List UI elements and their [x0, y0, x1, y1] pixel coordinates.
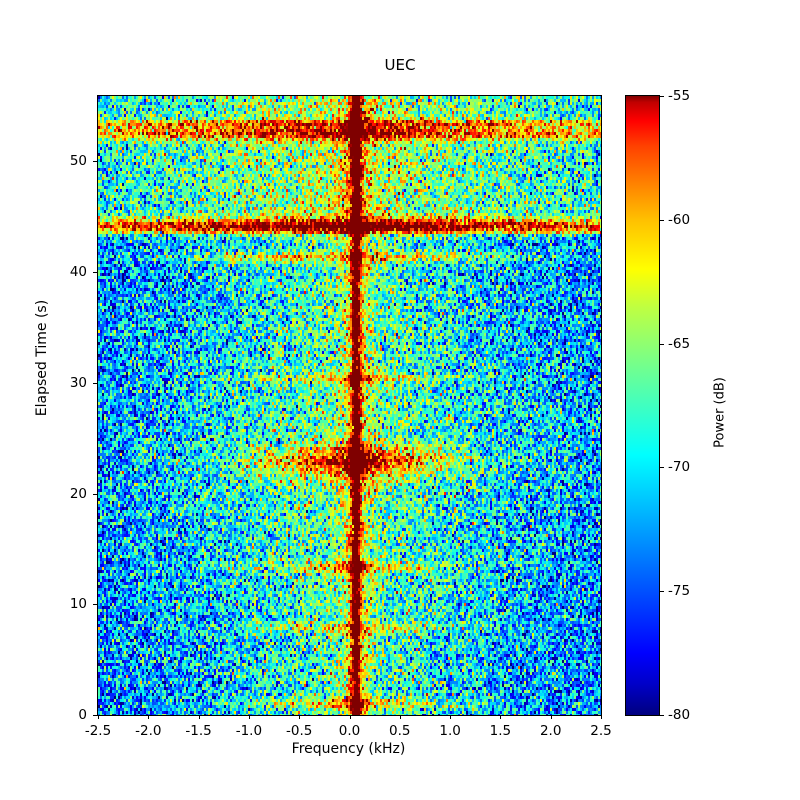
x-tick-label: -1.5 — [185, 723, 212, 739]
x-tick-mark — [550, 715, 552, 719]
x-tick-mark — [198, 715, 200, 719]
colorbar-tick-label: -65 — [668, 335, 691, 352]
title-line-station: UEC — [384, 56, 416, 74]
colorbar-tick-mark — [660, 715, 664, 716]
colorbar-container: -80 -75 -70 -65 -60 -55 — [625, 88, 690, 723]
colorbar-tick-mark — [660, 343, 664, 345]
colorbar-tick-label: -80 — [668, 707, 691, 723]
colorbar-tick-label: -75 — [668, 583, 691, 600]
y-tick-mark — [93, 161, 97, 163]
x-tick-mark — [98, 715, 99, 719]
x-tick-mark — [148, 715, 150, 719]
y-tick-label: 50 — [69, 153, 87, 170]
x-tick-mark — [601, 715, 602, 719]
spectrogram-heatmap — [98, 96, 601, 715]
y-tick-mark — [93, 272, 97, 274]
x-tick-label: 2.0 — [539, 723, 562, 739]
colorbar-tick-mark — [660, 467, 664, 469]
x-tick-label: 0.5 — [389, 723, 411, 739]
x-tick-mark — [349, 715, 351, 719]
x-tick-mark — [399, 715, 401, 719]
x-tick-label: -2.0 — [135, 723, 162, 739]
x-tick-label: -2.5 — [84, 723, 112, 739]
y-tick-label: 10 — [69, 596, 87, 613]
x-tick-label: 1.5 — [489, 723, 512, 739]
x-tick-mark — [248, 715, 250, 719]
y-axis-label: Elapsed Time (s) — [34, 299, 50, 417]
colorbar-label: Power (dB) — [712, 377, 728, 448]
x-tick-label: 1.0 — [439, 723, 461, 739]
colorbar-tick-label: -55 — [668, 88, 691, 104]
spectrogram-plot-area — [97, 95, 602, 716]
y-tick-label: 40 — [69, 264, 87, 281]
y-tick-mark — [93, 604, 97, 606]
x-tick-mark — [450, 715, 452, 719]
colorbar-tick-label: -60 — [668, 211, 691, 228]
x-tick-label: -0.5 — [286, 723, 313, 739]
y-tick-mark — [93, 493, 97, 495]
colorbar-tick-mark — [660, 96, 664, 97]
x-tick-label: 0.0 — [338, 723, 361, 739]
x-tick-mark — [500, 715, 502, 719]
y-tick-mark — [93, 715, 97, 716]
x-tick-mark — [299, 715, 301, 719]
colorbar-tick-mark — [660, 591, 664, 593]
y-tick-label: 20 — [69, 485, 87, 502]
y-tick-label: 30 — [69, 374, 87, 391]
x-tick-label: 2.5 — [590, 723, 612, 739]
colorbar-tick-label: -70 — [668, 459, 691, 476]
y-tick-label: 0 — [78, 707, 87, 723]
colorbar-tick-mark — [660, 219, 664, 221]
y-tick-mark — [93, 382, 97, 384]
colorbar-gradient — [625, 95, 660, 716]
x-tick-label: -1.0 — [235, 723, 263, 739]
x-axis-label: Frequency (kHz) — [291, 741, 406, 757]
